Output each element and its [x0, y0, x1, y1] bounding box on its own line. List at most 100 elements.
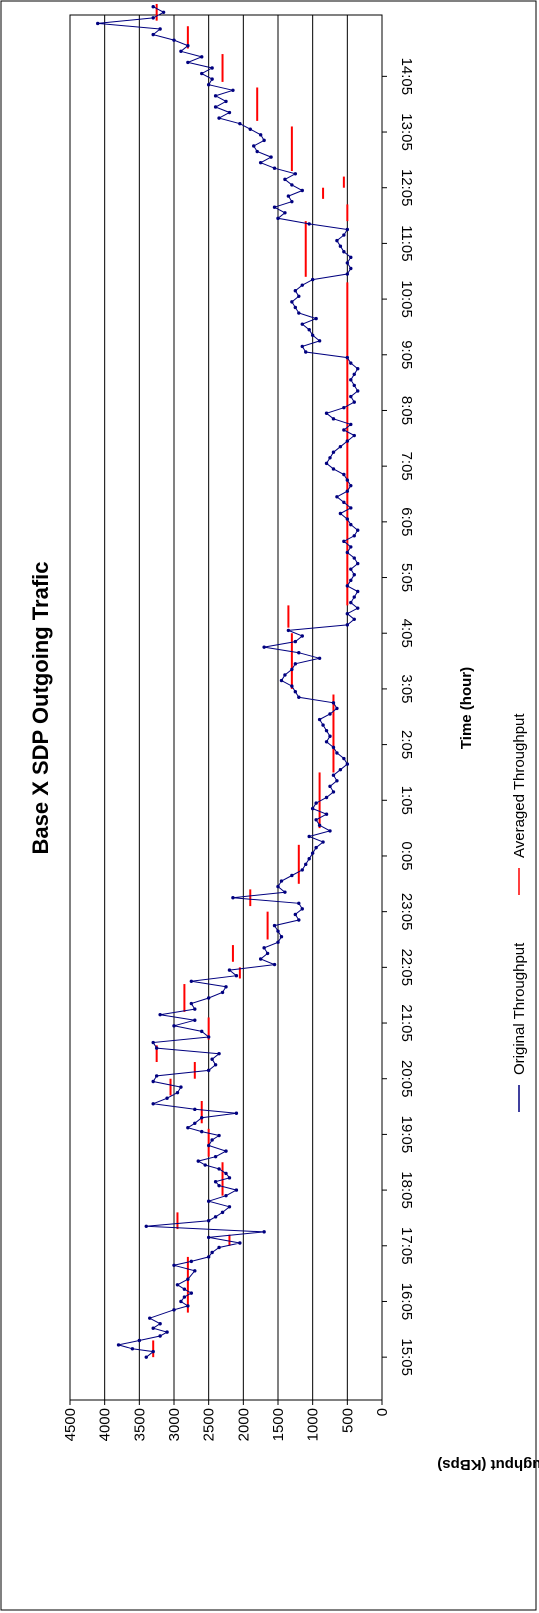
original-data-point	[345, 612, 350, 616]
original-data-point	[349, 394, 353, 399]
original-data-point	[286, 194, 291, 198]
x-tick-label: 5:05	[398, 563, 415, 592]
x-tick-label: 21:05	[398, 1004, 415, 1042]
x-tick-label: 15:05	[398, 1338, 415, 1376]
original-data-point	[158, 1334, 162, 1338]
original-data-point	[276, 929, 280, 933]
original-data-point	[293, 289, 298, 293]
original-data-point	[151, 32, 155, 37]
x-tick-label: 6:05	[398, 507, 415, 536]
original-data-point	[328, 456, 332, 460]
original-data-point	[189, 1291, 194, 1295]
original-data-point	[217, 1183, 221, 1188]
x-axis-ticks: 15:05 16:05 17:05 18:05 19:05 20:05 21:05 22:05…	[382, 58, 415, 1376]
original-data-point	[304, 350, 308, 354]
original-data-point	[328, 829, 332, 833]
original-data-point	[262, 138, 266, 143]
original-data-point	[276, 940, 280, 944]
original-data-point	[262, 645, 266, 649]
original-data-point	[206, 1199, 211, 1203]
original-data-point	[349, 422, 353, 427]
original-data-point	[297, 311, 301, 315]
original-data-point	[293, 172, 298, 176]
original-data-point	[210, 1250, 214, 1255]
original-data-point	[345, 272, 350, 276]
original-data-point	[220, 1210, 225, 1215]
original-data-point	[352, 556, 356, 560]
original-data-point	[200, 71, 204, 76]
original-data-point	[193, 1107, 197, 1112]
original-data-point	[317, 823, 322, 828]
original-data-point	[196, 1159, 200, 1163]
original-data-point	[338, 444, 343, 449]
original-data-point	[151, 1079, 155, 1084]
original-data-point	[345, 478, 350, 482]
original-data-point	[324, 461, 329, 466]
original-data-point	[186, 1277, 190, 1281]
original-data-point	[193, 1007, 197, 1011]
original-data-point	[262, 1230, 266, 1234]
original-data-point	[161, 10, 166, 15]
original-data-point	[193, 1269, 197, 1273]
original-data-point	[345, 584, 350, 588]
original-data-point	[175, 1090, 180, 1095]
original-data-point	[331, 467, 336, 471]
original-data-point	[345, 227, 350, 232]
original-data-point	[349, 545, 353, 549]
y-tick-label: 2000	[235, 1408, 252, 1441]
original-data-point	[310, 851, 315, 855]
original-data-point	[186, 44, 190, 48]
original-data-point	[227, 1205, 232, 1209]
original-data-point	[324, 812, 329, 816]
original-data-point	[258, 160, 263, 165]
original-data-point	[96, 21, 100, 26]
original-data-point	[276, 216, 280, 221]
original-data-point	[206, 1068, 211, 1073]
original-data-point	[290, 199, 294, 204]
original-data-point	[300, 634, 304, 638]
original-data-point	[293, 912, 298, 917]
original-data-point	[224, 1193, 228, 1198]
original-data-point	[300, 322, 304, 326]
original-data-point	[182, 1287, 187, 1291]
original-data-point	[151, 1349, 155, 1354]
original-data-point	[352, 400, 356, 404]
original-data-point	[151, 1102, 155, 1106]
original-data-point	[342, 756, 346, 761]
original-data-point	[345, 550, 350, 555]
original-data-point	[324, 740, 329, 744]
original-data-point	[206, 1035, 211, 1039]
original-data-point	[272, 166, 277, 170]
original-data-point	[217, 1167, 221, 1171]
original-data-point	[345, 762, 350, 766]
original-data-point	[349, 266, 353, 271]
original-data-point	[231, 88, 235, 92]
y-tick-label: 1000	[305, 1408, 322, 1441]
legend: Original Throughput Averaged Throughput	[511, 713, 528, 1112]
original-data-point	[331, 745, 336, 750]
original-data-point	[356, 561, 360, 566]
original-data-point	[335, 751, 339, 755]
original-data-point	[352, 595, 356, 599]
original-data-point	[179, 49, 183, 53]
original-data-point	[300, 283, 304, 287]
original-data-point	[265, 951, 270, 956]
original-data-point	[206, 82, 211, 87]
original-data-point	[314, 845, 318, 850]
original-data-point	[338, 511, 343, 516]
original-data-point	[206, 1235, 211, 1240]
original-data-point	[189, 1001, 194, 1006]
original-data-point	[258, 957, 263, 961]
x-tick-label: 4:05	[398, 619, 415, 648]
x-tick-label: 9:05	[398, 340, 415, 369]
original-data-point	[283, 211, 287, 215]
y-axis-label: Throughput (KBps)	[437, 1456, 539, 1473]
original-data-point	[310, 277, 315, 282]
original-data-point	[217, 1051, 221, 1056]
original-data-point	[345, 261, 350, 265]
x-tick-label: 3:05	[398, 674, 415, 703]
original-data-point	[328, 734, 332, 738]
original-data-point	[213, 1063, 218, 1067]
original-data-point	[165, 1330, 169, 1334]
